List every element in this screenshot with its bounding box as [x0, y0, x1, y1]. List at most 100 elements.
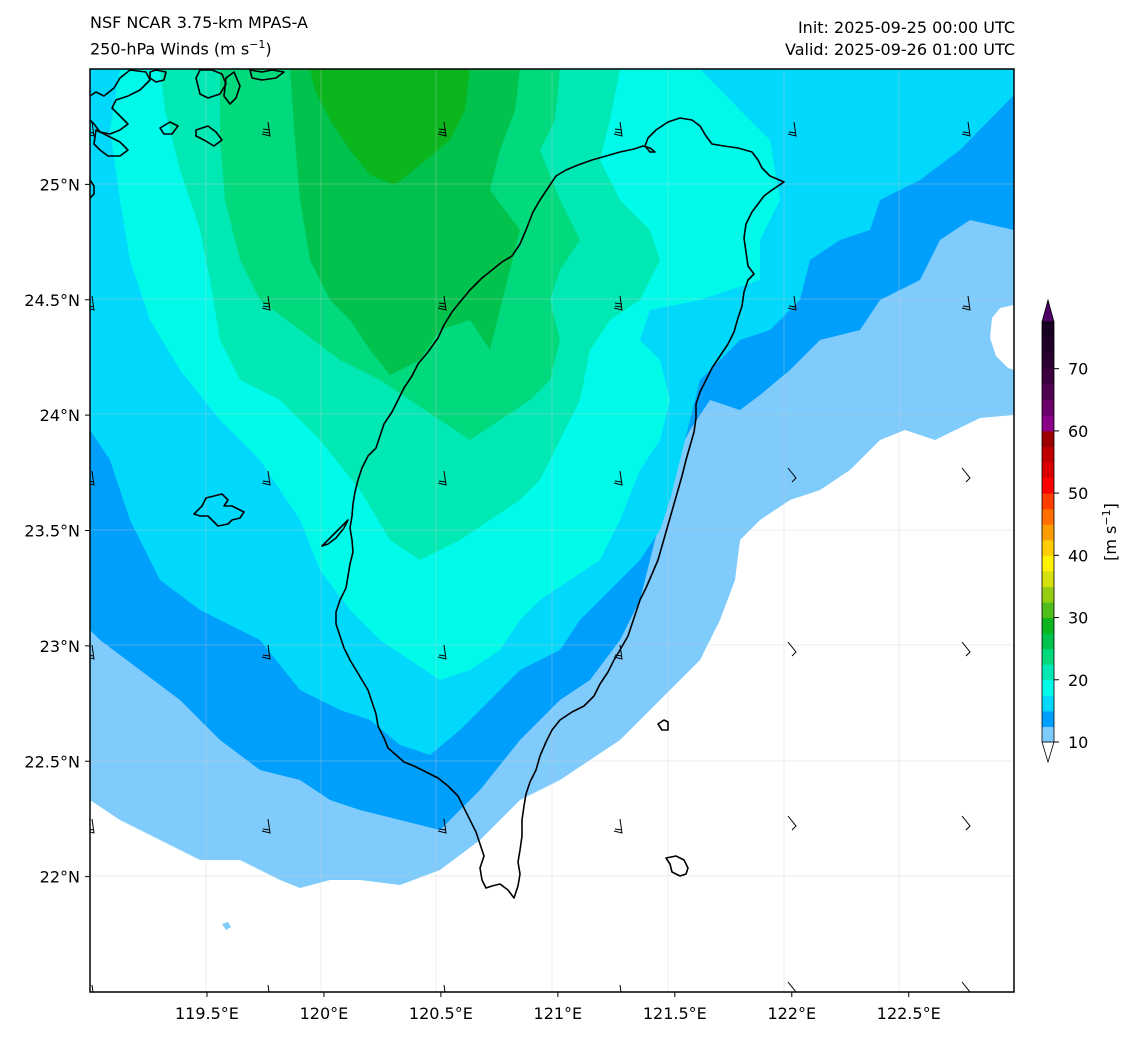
lon-tick-label: 122.5°E — [877, 1004, 941, 1023]
gridlines — [90, 69, 1014, 992]
lon-tick-label: 121°E — [534, 1004, 583, 1023]
wind-barb — [261, 818, 271, 834]
taiwan-coastline — [335, 117, 785, 899]
colorbar-cell — [1042, 648, 1054, 665]
mainland-coast-8 — [93, 129, 129, 157]
wind-barb — [261, 470, 271, 486]
title-block-right: Init: 2025-09-25 00:00 UTC Valid: 2025-0… — [785, 17, 1015, 61]
lat-tick-label: 22.5°N — [24, 752, 80, 771]
lat-tick-label: 24°N — [40, 406, 80, 425]
colorbar-cell — [1042, 617, 1054, 634]
colorbar-ticks: 10 20 30 40 50 60 70 — [1054, 360, 1088, 752]
colorbar-cell — [1042, 524, 1054, 541]
colorbar-cell — [1042, 353, 1054, 370]
colorbar-extend-low — [1041, 741, 1055, 764]
colorbar-tick-label: 10 — [1068, 733, 1088, 752]
lon-tick-label: 120.5°E — [409, 1004, 473, 1023]
lon-tick-label: 120°E — [300, 1004, 349, 1023]
colorbar-frame — [1041, 321, 1055, 743]
colorbar-cell — [1042, 633, 1054, 650]
lat-tick-label: 22°N — [40, 868, 80, 887]
wind-barb — [437, 295, 447, 311]
field-title-text: 250-hPa Winds (m s — [90, 39, 250, 59]
mainland-coast-2 — [149, 69, 167, 83]
wind-barb — [261, 295, 271, 311]
colorbar-cell — [1042, 602, 1054, 619]
colorbar-cell — [1042, 508, 1054, 525]
mainland-coast-1 — [90, 69, 151, 135]
colorbar-cell — [1042, 679, 1054, 696]
lon-tick-label: 122°E — [767, 1004, 816, 1023]
latitude-axis: 25°N 24.5°N 24°N 23.5°N 23°N 22.5°N 22°N — [24, 175, 90, 887]
wind-barb — [961, 121, 971, 137]
wind-barbs — [90, 121, 971, 992]
mainland-coast-7 — [195, 125, 223, 147]
coastlines — [90, 69, 785, 899]
colorbar-cell — [1042, 477, 1054, 494]
wind-barb — [961, 981, 971, 992]
lat-tick-label: 23.5°N — [24, 522, 80, 541]
wind-barb — [437, 644, 447, 660]
wind-barb — [613, 470, 623, 486]
valid-time: Valid: 2025-09-26 01:00 UTC — [784, 40, 1015, 59]
colorbar-cell — [1042, 462, 1054, 479]
colorbar-cell — [1042, 555, 1054, 572]
wind-barb — [787, 467, 797, 483]
colorbar-extend-high — [1041, 298, 1055, 323]
wind-barb — [437, 470, 447, 486]
wind-barb — [961, 641, 971, 657]
colorbar-cell — [1042, 446, 1054, 463]
colorbar-cell — [1042, 337, 1054, 354]
field-title-exponent: −1 — [249, 38, 266, 51]
field-title: 250-hPa Winds (m s−1) — [90, 34, 308, 60]
wind-barb — [613, 818, 623, 834]
title-block-left: NSF NCAR 3.75-km MPAS-A 250-hPa Winds (m… — [90, 12, 308, 60]
wind-barb — [261, 121, 271, 137]
colorbar-cell — [1042, 570, 1054, 587]
mainland-coast-9 — [90, 179, 95, 199]
wind-barb — [613, 295, 623, 311]
wind-barb — [787, 295, 797, 311]
mainland-coast-4 — [223, 71, 241, 105]
colorbar-cell — [1042, 539, 1054, 556]
wind-barb — [437, 818, 447, 834]
colorbar-unit-exponent: −1 — [1100, 509, 1113, 525]
colorbar-cell — [1042, 322, 1054, 339]
colorbar-cell — [1042, 368, 1054, 385]
colorbar-tick-label: 60 — [1068, 422, 1088, 441]
wind-barb — [787, 121, 797, 137]
colorbar-cell — [1042, 493, 1054, 510]
wind-barb — [613, 121, 623, 137]
colorbar-tick-label: 30 — [1068, 609, 1088, 628]
colorbar-cell — [1042, 710, 1054, 727]
orchid-island — [665, 855, 689, 877]
colorbar: 10 20 30 40 50 60 70 [m s−1] — [1041, 298, 1120, 764]
wind-barb — [787, 815, 797, 831]
penghu-island-1 — [193, 493, 245, 527]
mainland-coast-5 — [249, 69, 285, 81]
longitude-axis: 119.5°E 120°E 120.5°E 121°E 121.5°E 122°E 122.… — [175, 992, 941, 1023]
init-time: Init: 2025-09-25 00:00 UTC — [797, 18, 1015, 37]
colorbar-cell — [1042, 399, 1054, 416]
colorbar-cell — [1042, 695, 1054, 712]
wind-barb — [619, 984, 622, 992]
mainland-coast-6 — [159, 121, 179, 135]
colorbar-cell — [1042, 430, 1054, 447]
colorbar-unit-label: [m s−1] — [1100, 503, 1120, 561]
model-title: NSF NCAR 3.75-km MPAS-A — [90, 13, 308, 32]
colorbar-cell — [1042, 726, 1054, 743]
wind-barb — [961, 467, 971, 483]
colorbar-cell — [1042, 384, 1054, 401]
wind-barb — [443, 984, 446, 992]
green-island — [657, 719, 669, 731]
wind-barb — [961, 295, 971, 311]
lat-tick-label: 23°N — [40, 637, 80, 656]
colorbar-tick-label: 40 — [1068, 546, 1088, 565]
colorbar-cell — [1042, 586, 1054, 603]
lon-tick-label: 119.5°E — [175, 1004, 239, 1023]
colorbar-unit-text: [m s — [1101, 526, 1120, 561]
wind-barb — [787, 641, 797, 657]
colorbar-tick-label: 50 — [1068, 484, 1088, 503]
lon-tick-label: 121.5°E — [643, 1004, 707, 1023]
